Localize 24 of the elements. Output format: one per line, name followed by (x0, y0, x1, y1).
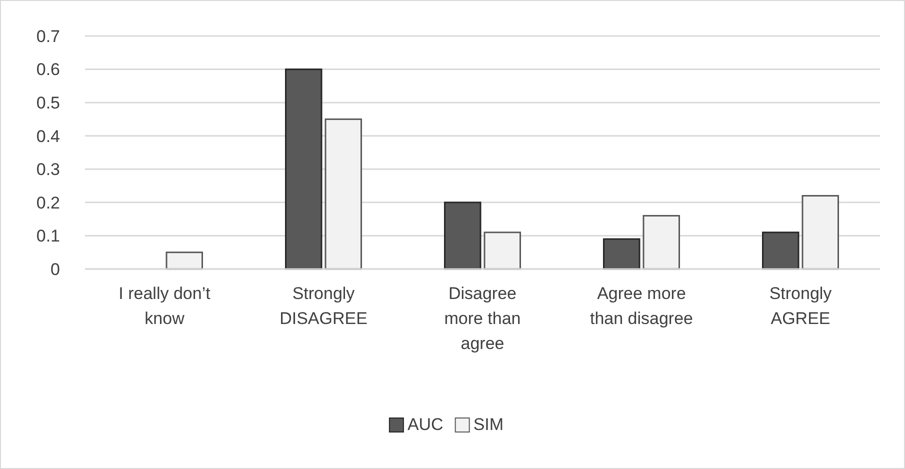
legend-label: SIM (473, 415, 504, 434)
bar (324, 118, 362, 270)
bar (484, 232, 521, 270)
bar (762, 232, 800, 270)
x-tick-label: I really don’t know (118, 284, 211, 328)
bar (166, 252, 203, 270)
y-tick-label: 0.3 (36, 160, 60, 180)
bar (285, 68, 322, 270)
x-tick-label: Strongly DISAGREE (280, 284, 368, 328)
y-tick-label: 0.6 (36, 60, 60, 80)
legend-label: AUC (407, 415, 444, 434)
y-tick-label: 0.7 (36, 26, 60, 46)
bar (802, 195, 839, 270)
x-tick-label: Disagree more than agree (444, 284, 521, 353)
bar (603, 238, 640, 270)
bar (642, 214, 680, 270)
y-tick-label: 0.4 (36, 126, 60, 146)
y-tick-label: 0.5 (36, 94, 60, 113)
bar (444, 202, 482, 270)
x-tick-label: Strongly AGREE (769, 284, 832, 328)
y-tick-label: 0.2 (36, 193, 60, 212)
y-tick-label: 0.1 (36, 226, 60, 246)
y-tick-label: 0 (50, 260, 60, 279)
x-tick-label: Agree more than disagree (590, 284, 694, 328)
